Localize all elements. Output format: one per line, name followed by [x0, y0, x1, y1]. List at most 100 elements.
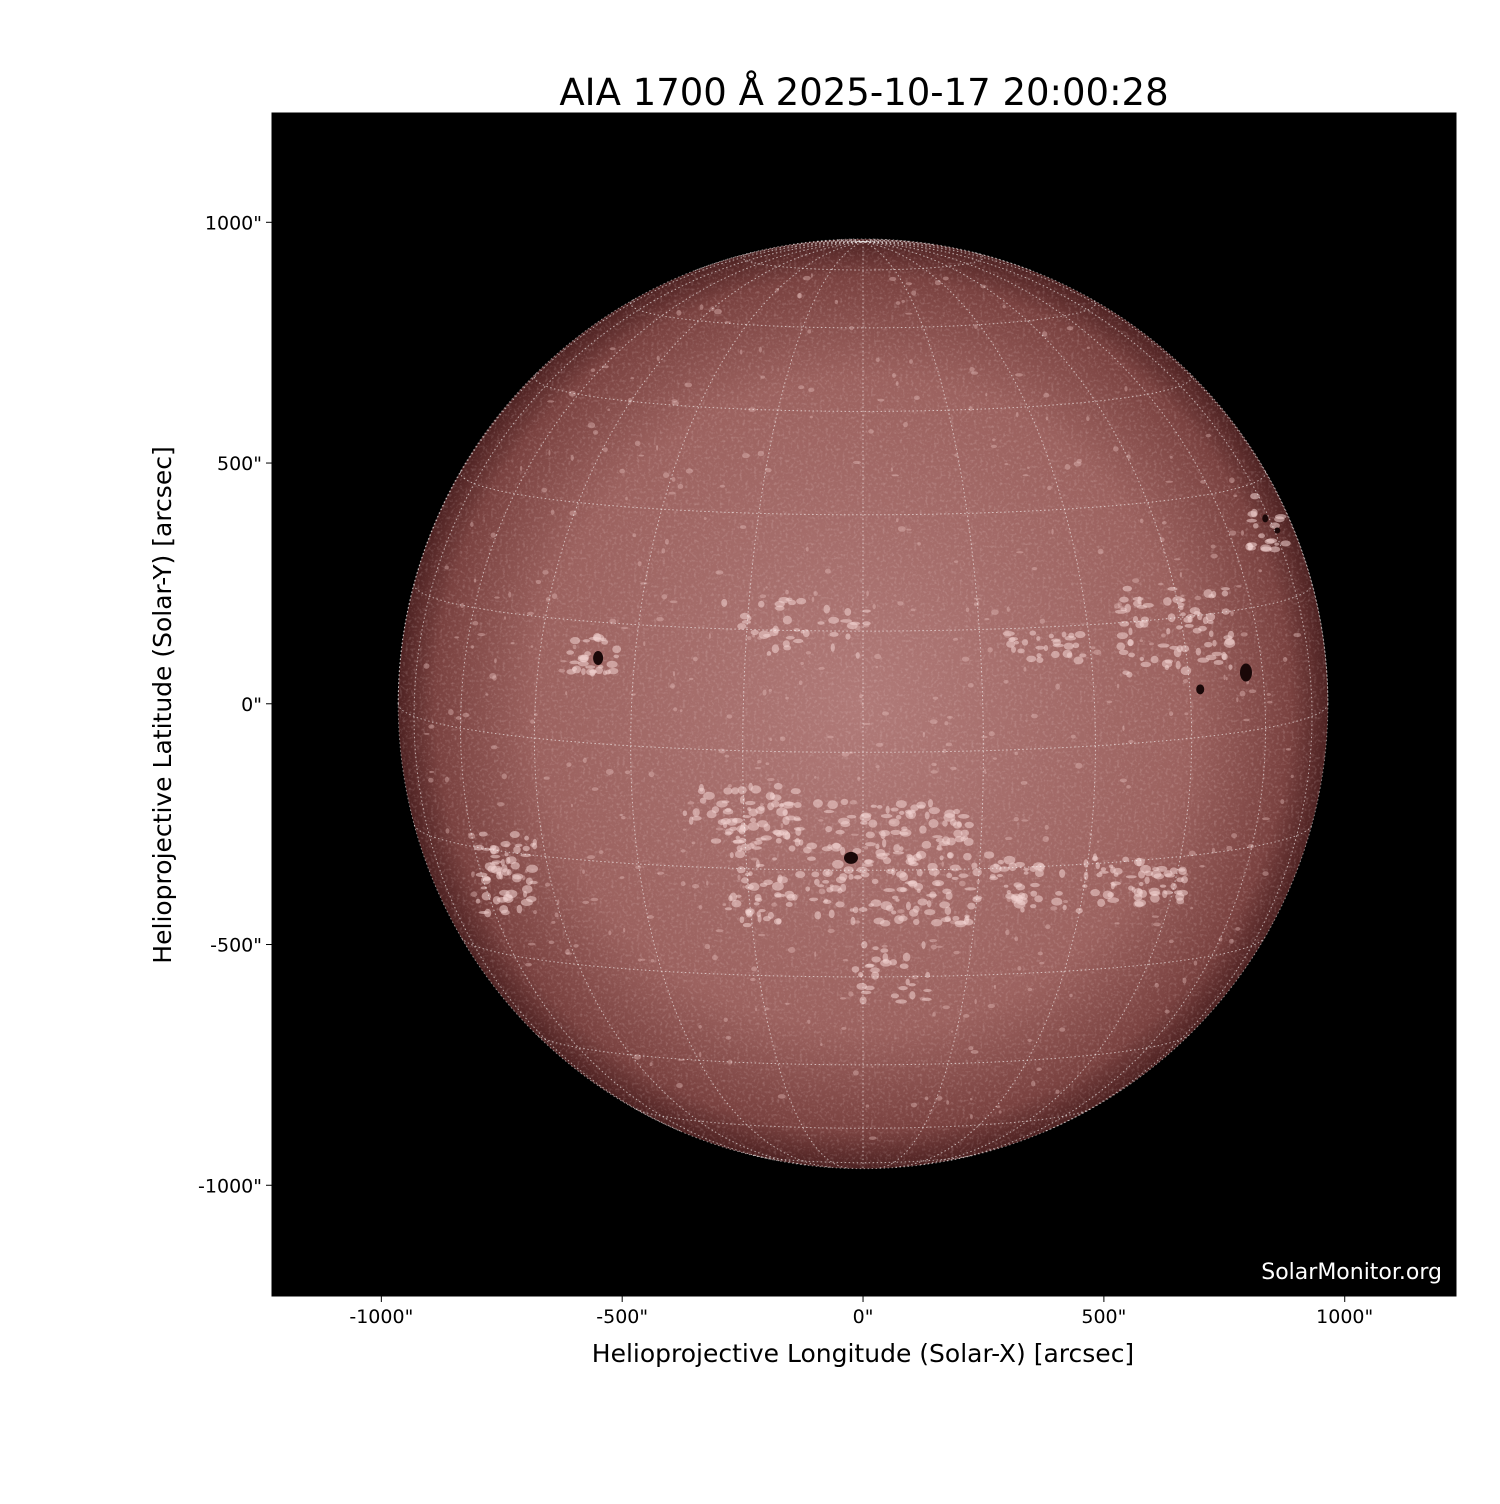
network-patch — [1064, 464, 1071, 470]
network-patch — [725, 1035, 732, 1040]
plage-patch — [852, 847, 862, 855]
plage-patch — [1221, 587, 1230, 591]
plage-patch — [895, 999, 908, 1004]
plage-patch — [745, 908, 753, 918]
network-patch — [428, 777, 434, 783]
network-patch — [501, 773, 507, 780]
x-tick-label: 500" — [1081, 1306, 1126, 1328]
network-patch — [911, 290, 917, 296]
network-patch — [1133, 901, 1137, 907]
plage-patch — [863, 859, 874, 865]
network-patch — [769, 738, 773, 742]
plage-patch — [1153, 873, 1165, 880]
plage-patch — [1148, 887, 1161, 896]
plage-patch — [870, 899, 882, 907]
plage-patch — [963, 837, 974, 846]
network-patch — [643, 641, 646, 647]
network-patch — [1051, 528, 1054, 535]
network-patch — [543, 776, 550, 780]
plage-patch — [1150, 893, 1160, 903]
network-patch — [824, 568, 831, 574]
network-patch — [519, 465, 523, 472]
network-patch — [802, 275, 811, 281]
network-patch — [852, 920, 861, 924]
network-patch — [548, 449, 551, 456]
plage-patch — [505, 889, 518, 899]
plage-patch — [763, 633, 772, 638]
plage-patch — [1142, 602, 1154, 608]
plage-patch — [1097, 898, 1106, 907]
network-patch — [889, 276, 897, 282]
plage-patch — [749, 817, 757, 823]
plage-patch — [860, 990, 872, 995]
network-patch — [698, 1024, 702, 1029]
network-patch — [760, 375, 766, 379]
network-patch — [445, 828, 450, 834]
plage-patch — [1008, 862, 1017, 871]
network-patch — [649, 1062, 653, 1067]
plage-patch — [598, 664, 604, 669]
plage-patch — [1228, 664, 1233, 670]
plage-patch — [916, 801, 927, 809]
network-patch — [1070, 734, 1076, 739]
plage-patch — [856, 866, 868, 873]
network-patch — [901, 299, 906, 303]
network-patch — [1211, 847, 1216, 854]
plage-patch — [1021, 639, 1029, 646]
network-patch — [1062, 899, 1069, 904]
network-patch — [423, 732, 430, 735]
plage-patch — [967, 902, 976, 910]
network-patch — [1282, 656, 1288, 662]
network-patch — [1119, 778, 1128, 783]
plage-patch — [947, 852, 953, 859]
network-patch — [490, 745, 498, 750]
plage-patch — [949, 818, 957, 826]
network-patch — [1114, 922, 1120, 925]
plage-patch — [1139, 619, 1149, 628]
network-patch — [958, 880, 966, 887]
plage-patch — [855, 652, 860, 659]
sunspot — [593, 651, 604, 666]
network-patch — [969, 367, 975, 372]
network-patch — [954, 453, 959, 457]
plage-patch — [1131, 886, 1136, 893]
network-patch — [758, 346, 762, 353]
network-patch — [1258, 569, 1262, 573]
y-tick-label: 0" — [241, 694, 262, 716]
plage-patch — [606, 660, 618, 668]
plage-patch — [779, 802, 785, 807]
network-patch — [970, 1049, 979, 1054]
plage-patch — [1091, 856, 1099, 862]
network-patch — [637, 561, 642, 567]
plage-patch — [751, 846, 762, 850]
plage-patch — [829, 631, 839, 637]
plage-patch — [1102, 890, 1114, 900]
plage-patch — [795, 827, 802, 836]
network-patch — [530, 719, 535, 724]
plage-patch — [1107, 897, 1120, 903]
network-patch — [814, 951, 817, 957]
network-patch — [798, 680, 803, 686]
plage-patch — [742, 815, 751, 819]
network-patch — [863, 623, 870, 628]
network-patch — [765, 586, 768, 589]
sunspot — [843, 851, 858, 864]
plage-patch — [1052, 643, 1064, 648]
plage-patch — [588, 636, 601, 641]
grid-meridian — [838, 239, 864, 243]
network-patch — [1240, 632, 1248, 637]
plage-patch — [577, 661, 589, 667]
network-patch — [570, 803, 573, 808]
plage-patch — [1116, 632, 1129, 640]
network-patch — [909, 359, 913, 364]
plage-patch — [721, 598, 728, 607]
network-patch — [1021, 819, 1029, 822]
plage-patch — [581, 668, 586, 675]
network-patch — [638, 958, 642, 962]
sunspot — [1262, 514, 1269, 523]
plage-patch — [805, 886, 810, 892]
network-patch — [953, 950, 960, 955]
network-patch — [968, 406, 973, 412]
network-patch — [1267, 700, 1273, 704]
network-patch — [798, 385, 805, 390]
